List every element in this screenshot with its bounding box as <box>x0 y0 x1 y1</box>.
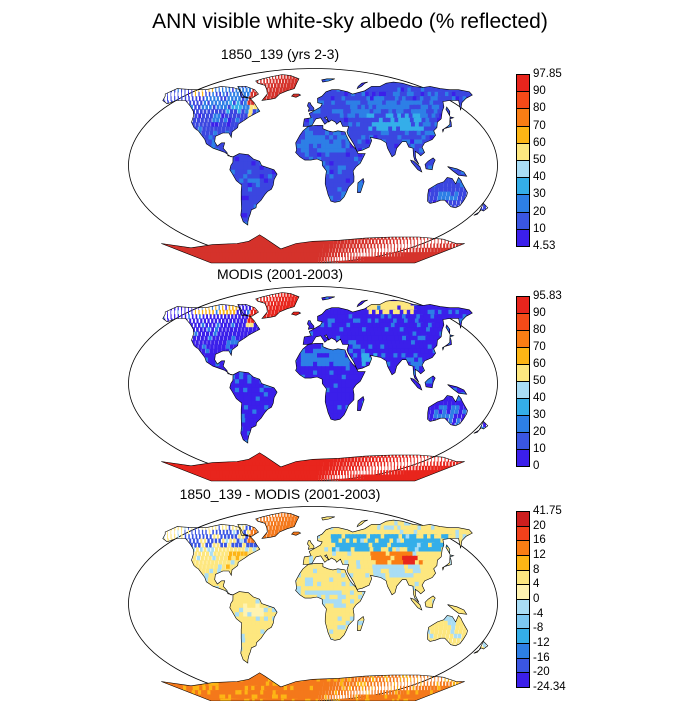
colorbar-segment <box>516 643 530 659</box>
colorbar-tick-label: 10 <box>533 443 546 455</box>
colorbar-segment <box>516 296 530 314</box>
colorbar-segment <box>516 555 530 571</box>
colorbar-tick-label: 0 <box>533 460 539 472</box>
colorbar-segment <box>516 398 530 416</box>
colorbar-segment <box>516 628 530 644</box>
colorbar-segment <box>516 194 530 212</box>
colorbar-tick-label: 70 <box>533 341 546 353</box>
colorbar-diff <box>516 511 530 687</box>
colorbar-segment <box>516 143 530 161</box>
colorbar-segment <box>516 108 530 126</box>
colorbar-tick-label: 50 <box>533 375 546 387</box>
colorbar-tick-label: -4 <box>533 608 543 620</box>
colorbar-segment <box>516 91 530 109</box>
colorbar-tick-label: -24.34 <box>533 681 566 693</box>
colorbar-segment <box>516 511 530 527</box>
colorbar-tick-label: 20 <box>533 520 546 532</box>
colorbar-tick-label: 90 <box>533 85 546 97</box>
map-panel-model <box>128 68 498 263</box>
colorbar-segment <box>516 212 530 230</box>
colorbar-tick-label: 0 <box>533 593 539 605</box>
colorbar-tick-label: 60 <box>533 137 546 149</box>
colorbar-tick-label: -8 <box>533 622 543 634</box>
colorbar-tick-label: -16 <box>533 652 550 664</box>
colorbar-tick-label: -12 <box>533 637 550 649</box>
colorbar-segment <box>516 74 530 92</box>
panel-title-obs: MODIS (2001-2003) <box>0 266 560 282</box>
colorbar-segment <box>516 330 530 348</box>
colorbar-tick-label: 70 <box>533 120 546 132</box>
colorbar-obs <box>516 296 530 466</box>
colorbar-segment <box>516 432 530 450</box>
colorbar-tick-label: 20 <box>533 206 546 218</box>
colorbar-tick-label: 50 <box>533 154 546 166</box>
colorbar-segment <box>516 229 530 247</box>
map-panel-diff <box>128 506 498 701</box>
colorbar-tick-label: 41.75 <box>533 505 562 517</box>
colorbar-tick-label: 40 <box>533 392 546 404</box>
colorbar-segment <box>516 570 530 586</box>
colorbar-tick-label: 95.83 <box>533 290 562 302</box>
colorbar-tick-label: 12 <box>533 549 546 561</box>
colorbar-segment <box>516 177 530 195</box>
colorbar-tick-label: 8 <box>533 564 539 576</box>
colorbar-segment <box>516 415 530 433</box>
colorbar-tick-label: 30 <box>533 188 546 200</box>
colorbar-segment <box>516 449 530 467</box>
colorbar-tick-label: 80 <box>533 324 546 336</box>
colorbar-tick-label: -20 <box>533 666 550 678</box>
colorbar-tick-label: 4 <box>533 578 539 590</box>
colorbar-segment <box>516 526 530 542</box>
colorbar-segment <box>516 599 530 615</box>
colorbar-tick-label: 60 <box>533 358 546 370</box>
colorbar-tick-label: 10 <box>533 223 546 235</box>
colorbar-segment <box>516 672 530 688</box>
colorbar-tick-label: 97.85 <box>533 68 562 80</box>
colorbar-segment <box>516 126 530 144</box>
panel-title-diff: 1850_139 - MODIS (2001-2003) <box>0 486 560 502</box>
colorbar-segment <box>516 347 530 365</box>
colorbar-segment <box>516 614 530 630</box>
figure-title: ANN visible white-sky albedo (% reflecte… <box>0 10 700 34</box>
colorbar-tick-label: 16 <box>533 534 546 546</box>
colorbar-segment <box>516 160 530 178</box>
colorbar-tick-label: 4.53 <box>533 240 555 252</box>
colorbar-segment <box>516 540 530 556</box>
panel-title-model: 1850_139 (yrs 2-3) <box>0 46 560 62</box>
colorbar-tick-label: 30 <box>533 409 546 421</box>
colorbar-segment <box>516 658 530 674</box>
colorbar-segment <box>516 364 530 382</box>
colorbar-tick-label: 90 <box>533 307 546 319</box>
colorbar-tick-label: 20 <box>533 426 546 438</box>
colorbar-tick-label: 40 <box>533 171 546 183</box>
colorbar-tick-label: 80 <box>533 102 546 114</box>
map-panel-obs <box>128 286 498 481</box>
colorbar-segment <box>516 381 530 399</box>
colorbar-segment <box>516 313 530 331</box>
colorbar-segment <box>516 584 530 600</box>
colorbar-model <box>516 74 530 246</box>
